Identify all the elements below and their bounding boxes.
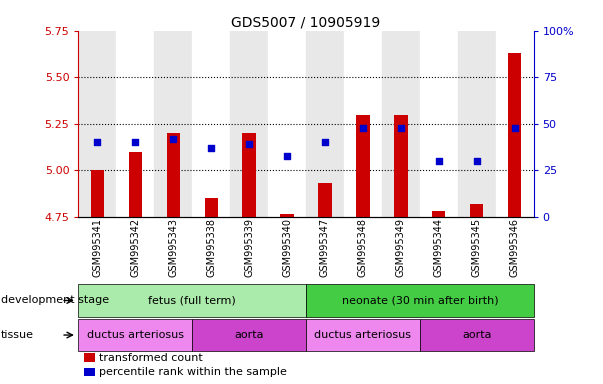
Text: aorta: aorta	[462, 330, 491, 340]
Point	[320, 139, 330, 146]
Point	[396, 124, 406, 131]
Bar	[78, 284, 306, 317]
Text: neonate (30 min after birth): neonate (30 min after birth)	[341, 295, 498, 306]
Bar	[306, 319, 420, 351]
Bar	[458, 31, 496, 217]
Text: transformed count: transformed count	[99, 353, 203, 362]
Text: aorta: aorta	[235, 330, 264, 340]
Point	[510, 124, 520, 131]
Bar	[78, 319, 192, 351]
Title: GDS5007 / 10905919: GDS5007 / 10905919	[232, 16, 380, 30]
Bar	[394, 114, 408, 217]
Bar	[116, 31, 154, 217]
Bar	[432, 211, 446, 217]
Point	[358, 124, 368, 131]
Text: percentile rank within the sample: percentile rank within the sample	[99, 367, 288, 377]
Bar	[496, 31, 534, 217]
Bar	[242, 133, 256, 217]
Bar	[154, 31, 192, 217]
Bar	[420, 31, 458, 217]
Bar	[268, 31, 306, 217]
Bar	[356, 114, 370, 217]
Bar	[128, 152, 142, 217]
Bar	[280, 214, 294, 217]
Point	[472, 158, 482, 164]
Bar	[420, 319, 534, 351]
Bar	[204, 199, 218, 217]
Bar	[166, 133, 180, 217]
Point	[92, 139, 102, 146]
Bar	[192, 319, 306, 351]
Point	[244, 141, 254, 147]
Bar	[192, 31, 230, 217]
Bar	[78, 31, 116, 217]
Bar	[90, 170, 104, 217]
Bar	[230, 31, 268, 217]
Bar	[306, 31, 344, 217]
Bar	[318, 184, 332, 217]
Point	[434, 158, 444, 164]
Bar	[382, 31, 420, 217]
Text: tissue: tissue	[1, 330, 34, 340]
Point	[168, 136, 178, 142]
Text: ductus arteriosus: ductus arteriosus	[87, 330, 184, 340]
Text: development stage: development stage	[1, 295, 109, 306]
Bar	[508, 53, 522, 217]
Point	[206, 145, 216, 151]
Text: ductus arteriosus: ductus arteriosus	[314, 330, 411, 340]
Bar	[306, 284, 534, 317]
Point	[282, 152, 292, 159]
Bar	[470, 204, 484, 217]
Text: fetus (full term): fetus (full term)	[148, 295, 236, 306]
Point	[130, 139, 140, 146]
Bar	[344, 31, 382, 217]
